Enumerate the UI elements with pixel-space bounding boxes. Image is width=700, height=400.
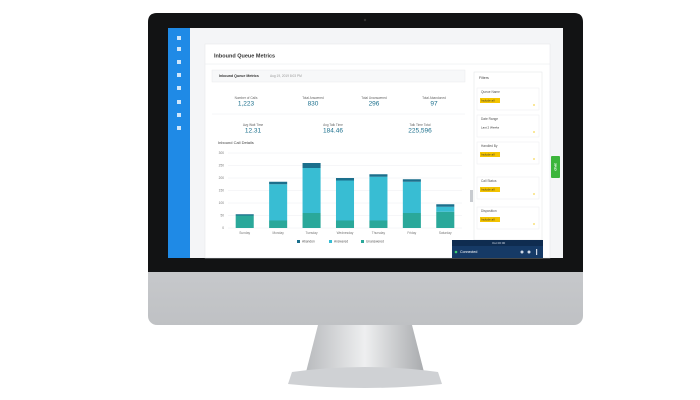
legend-label: Answered (334, 239, 348, 243)
chart-title: Inbound Call Details (218, 140, 254, 145)
bar-segment (369, 176, 388, 221)
bar-segment (235, 215, 254, 228)
bar-segment (369, 220, 388, 228)
filter-chip (480, 217, 500, 222)
filter-list: Queue Name Include all Date Range Last 2 We… (476, 87, 540, 230)
chat-tab[interactable] (551, 156, 560, 178)
bar-segment (402, 213, 421, 228)
bar-segment (335, 220, 355, 228)
metric-value: 225,596 (408, 128, 432, 135)
page-title: Inbound Queue Metrics (214, 53, 275, 59)
legend-label: Unanswered (366, 239, 384, 243)
stand-base (288, 367, 442, 388)
filter-box (476, 206, 540, 230)
metric-label: Avg Wait Time (243, 123, 264, 127)
metric-value: 830 (308, 101, 319, 108)
metric-value: 97 (430, 101, 438, 108)
filter-label: Queue Name (481, 90, 500, 94)
bar-segment (302, 163, 321, 168)
filter-box (476, 87, 540, 111)
filter-value: Include all (481, 98, 495, 102)
x-tick-label: Monday (272, 231, 284, 235)
chat-label[interactable]: chat (553, 163, 557, 171)
tab-name[interactable]: Inbound Queue Metrics (219, 74, 259, 78)
bar-segment (335, 180, 355, 221)
stand-neck (306, 325, 424, 372)
scrollbar (470, 190, 473, 202)
y-tick-label: 300 (219, 151, 225, 155)
bar-segment (302, 168, 321, 213)
bar-segment (302, 213, 321, 228)
legend-swatch (297, 240, 300, 243)
bar-segment (335, 178, 355, 181)
filter-label: Handled By (481, 144, 498, 148)
legend-swatch (361, 240, 364, 243)
filter-label: Call Status (481, 179, 497, 183)
y-tick-label: 100 (219, 201, 225, 205)
filters-title: Filters (479, 76, 489, 80)
chart: 0 50 100 150 200 250 300 Sunday Monday Tuesday Wed… (219, 151, 462, 243)
filter-value: Include all (481, 152, 495, 156)
x-tick-label: Friday (407, 231, 416, 235)
x-tick-label: Thursday (372, 231, 386, 235)
metric-label: Total Unanswered (361, 96, 387, 100)
bar-segment (402, 179, 421, 182)
bar-segment (269, 220, 288, 228)
x-tick-label: Saturday (439, 231, 452, 235)
metric-value: 184.46 (323, 128, 343, 135)
filter-label: Date Range (481, 117, 498, 121)
phone-status: Connected (460, 250, 477, 254)
legend-label: Abandon (302, 239, 315, 243)
tab-date: Aug 19, 2019 8:03 PM (270, 74, 302, 78)
x-tick-label: Sunday (239, 231, 250, 235)
metric-value: 1,223 (238, 101, 255, 108)
filter-value: Include all (481, 217, 495, 221)
camera (363, 18, 367, 22)
filter-chip (480, 152, 500, 157)
y-tick-label: 200 (219, 176, 225, 180)
metric-value: 12.31 (245, 128, 262, 135)
y-tick-label: 150 (219, 188, 225, 192)
phone-time: Out 00:00 (492, 241, 506, 245)
y-tick-label: 50 (220, 213, 224, 217)
metric-label: Talk Time Total (409, 123, 430, 127)
bar-segment (436, 204, 455, 207)
bar-segment (235, 214, 254, 216)
metric-label: Total Abandoned (422, 96, 446, 100)
y-tick-label: 250 (219, 163, 225, 167)
bar-segment (436, 211, 455, 228)
sidebar-icons (177, 36, 181, 130)
legend-swatch (329, 240, 332, 243)
bar-segment (436, 206, 455, 212)
filter-value: Last 2 Weeks (481, 125, 500, 129)
bar-segment (369, 174, 388, 177)
tab-bar (211, 69, 466, 83)
metric-label: Number of Calls (235, 96, 258, 100)
sidebar (168, 28, 190, 258)
filter-box (476, 141, 540, 165)
metric-label: Total Answered (302, 96, 324, 100)
filter-chip (480, 98, 500, 103)
filter-chip (480, 187, 500, 192)
filter-box (476, 114, 540, 138)
x-tick-label: Tuesday (306, 231, 319, 235)
metric-value: 296 (369, 101, 380, 108)
bar-segment (402, 181, 421, 213)
x-tick-label: Wednesday (337, 231, 354, 235)
y-tick-label: 0 (222, 226, 224, 230)
bar-segment (269, 184, 288, 221)
bar-segment (269, 181, 288, 185)
metric-label: Avg Talk Time (323, 123, 343, 127)
filter-value: Include all (481, 187, 495, 191)
filter-box (476, 176, 540, 200)
filter-label: Disposition (481, 209, 497, 213)
